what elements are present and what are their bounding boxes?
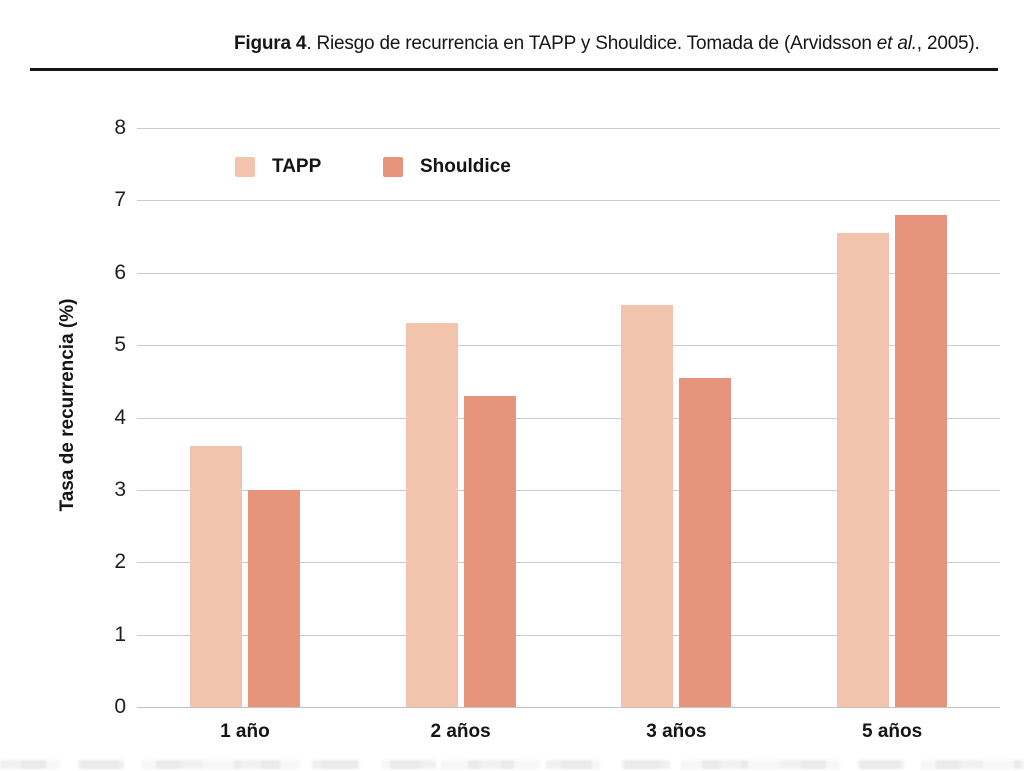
legend-swatch-shouldice (383, 157, 403, 177)
legend-label-tapp: TAPP (272, 156, 322, 177)
y-tick-label-0: 0 (114, 695, 126, 718)
bar-tapp-2-a-os (406, 323, 458, 707)
legend-item-tapp: TAPP (235, 156, 321, 178)
bar-tapp-3-a-os (621, 305, 673, 707)
y-tick-label-8: 8 (114, 116, 126, 139)
bar-tapp-1-a-o (190, 446, 242, 707)
legend-item-shouldice: Shouldice (383, 156, 511, 178)
y-tick-label-3: 3 (114, 477, 126, 501)
y-tick-label-6: 6 (114, 260, 126, 284)
bar-shouldice-3-a-os (679, 377, 731, 707)
gridline-8 (137, 128, 1000, 129)
figure-caption-suffix: , 2005). (916, 33, 980, 54)
figure-caption-etal: et al. (876, 33, 917, 54)
y-tick-label-2: 2 (114, 550, 126, 574)
x-tick-label-5-a-os: 5 años (862, 721, 923, 742)
x-tick-label-3-a-os: 3 años (646, 721, 707, 742)
gridline-7 (137, 200, 1000, 202)
gridline-0 (137, 707, 1000, 708)
figure-caption-text: . Riesgo de recurrencia en TAPP y Should… (306, 33, 877, 54)
y-tick-label-5: 5 (114, 333, 126, 357)
legend-label-shouldice: Shouldice (420, 156, 511, 177)
y-tick-label-1: 1 (114, 622, 126, 646)
bar-shouldice-1-a-o (248, 489, 300, 707)
gridline-5 (137, 345, 1000, 347)
x-tick-label-2-a-os: 2 años (430, 721, 491, 742)
gridline-4 (137, 417, 1000, 419)
gridline-2 (137, 562, 1000, 564)
x-tick-label-1-a-o: 1 año (220, 721, 270, 742)
caption-divider-rule (30, 68, 998, 71)
bar-tapp-5-a-os (837, 232, 889, 707)
legend-swatch-tapp (235, 157, 255, 177)
bar-shouldice-2-a-os (464, 395, 516, 707)
gridline-1 (137, 634, 1000, 636)
y-tick-label-7: 7 (114, 188, 126, 212)
bar-shouldice-5-a-os (895, 214, 947, 707)
gridline-6 (137, 272, 1000, 274)
gridline-3 (137, 489, 1000, 491)
figure-caption-number: Figura 4 (234, 33, 307, 54)
figure-caption: Figura 4. Riesgo de recurrencia en TAPP … (234, 34, 980, 54)
y-tick-label-4: 4 (114, 405, 126, 429)
scan-artifact-band (0, 760, 1024, 769)
